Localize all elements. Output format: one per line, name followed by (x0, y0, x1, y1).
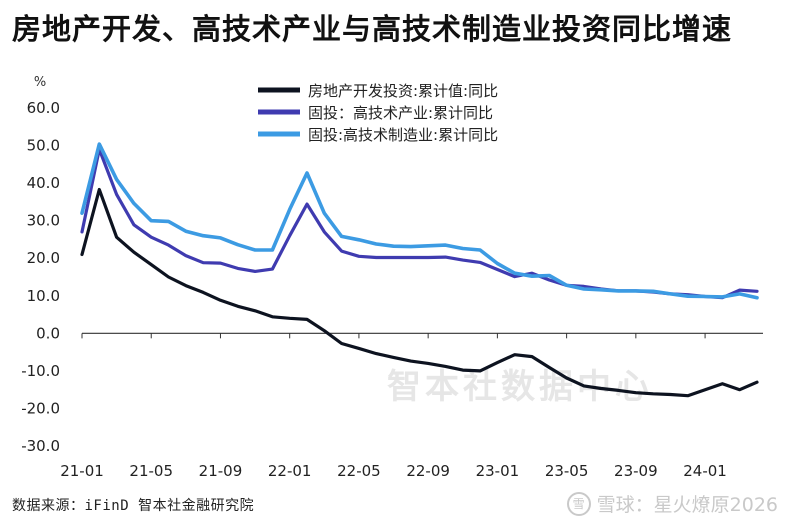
x-tick-label: 21-09 (199, 462, 243, 480)
y-axis-unit: % (34, 75, 46, 90)
snowball-logo-icon: 雪 (566, 491, 591, 516)
y-tick-label: 40.0 (27, 174, 60, 192)
x-tick-label: 23-05 (545, 462, 589, 480)
series-line-1 (80, 187, 759, 398)
y-tick-label: -20.0 (21, 399, 60, 417)
x-tick-label: 22-05 (337, 462, 381, 480)
y-tick-label: -30.0 (21, 437, 60, 455)
y-tick-label: 20.0 (27, 249, 60, 267)
legend-label-3: 固投:高技术制造业:累计同比 (308, 126, 498, 144)
x-tick-label: 21-01 (60, 462, 104, 480)
y-tick-label: 10.0 (27, 287, 60, 305)
chart-title: 房地产开发、高技术产业与高技术制造业投资同比增速 (12, 12, 733, 46)
data-source-note: 数据来源：iFinD 智本社金融研究院 (12, 498, 255, 514)
x-tick-label: 24-01 (683, 462, 727, 480)
x-tick-label: 21-05 (129, 462, 173, 480)
x-tick-label: 22-01 (268, 462, 312, 480)
x-tick-label: 22-09 (406, 462, 450, 480)
y-tick-label: 0.0 (36, 324, 60, 342)
y-tick-label: 50.0 (27, 137, 60, 155)
x-tick-label: 23-09 (614, 462, 658, 480)
series-line-2 (80, 147, 759, 300)
x-tick-label: 23-01 (476, 462, 520, 480)
legend-label-2: 固投：高技术产业:累计同比 (308, 104, 493, 122)
platform-brand: 雪 雪球：星火燎原2026 (566, 490, 778, 517)
y-tick-label: 60.0 (27, 99, 60, 117)
brand-text: 雪球：星火燎原2026 (596, 494, 778, 516)
legend-label-1: 房地产开发投资:累计值:同比 (308, 82, 498, 100)
watermark-text: 智本社数据中心 (387, 367, 653, 407)
y-tick-label: -10.0 (21, 362, 60, 380)
y-tick-label: 30.0 (27, 212, 60, 230)
series-line-3 (80, 142, 759, 300)
